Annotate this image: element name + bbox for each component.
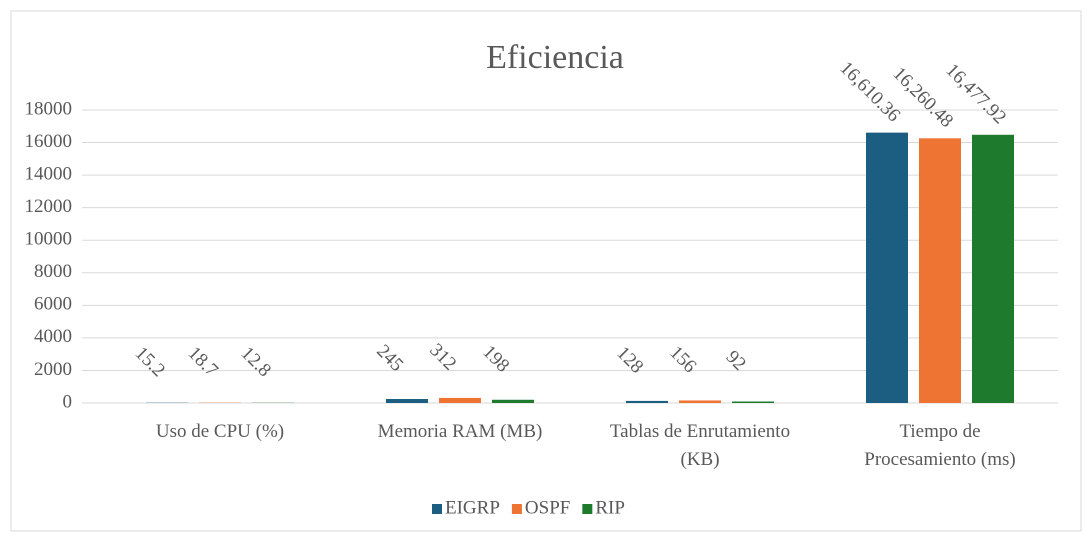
x-tick-label: Uso de CPU (%) (156, 421, 284, 442)
y-tick-label: 18000 (25, 98, 73, 119)
legend-label: OSPF (525, 497, 570, 518)
legend-label: RIP (595, 497, 625, 518)
y-tick-label: 16000 (25, 131, 73, 152)
bar (492, 399, 534, 403)
bar (386, 399, 428, 403)
legend-label: EIGRP (445, 497, 500, 518)
legend-swatch (582, 504, 593, 514)
y-tick-label: 2000 (34, 359, 72, 380)
bar (866, 132, 908, 404)
y-tick-label: 12000 (25, 196, 73, 217)
legend-swatch (511, 504, 522, 514)
bar (972, 134, 1014, 404)
bar (919, 138, 961, 403)
bar (679, 400, 721, 403)
bar (439, 397, 481, 403)
y-tick-label: 10000 (25, 229, 73, 250)
x-tick-label: Tiempo de Procesamiento (ms) (864, 421, 1015, 470)
x-tick-label: Tablas de Enrutamiento (KB) (610, 421, 790, 470)
legend-swatch (432, 504, 442, 514)
y-tick-label: 6000 (34, 294, 72, 315)
y-tick-label: 4000 (34, 326, 72, 347)
chart-title: Eficiencia (486, 39, 624, 76)
y-tick-label: 14000 (25, 163, 73, 184)
y-tick-label: 0 (63, 391, 73, 412)
bar (732, 401, 774, 403)
bar (626, 400, 668, 403)
x-tick-label: Memoria RAM (MB) (378, 421, 543, 442)
y-tick-label: 8000 (34, 261, 72, 282)
